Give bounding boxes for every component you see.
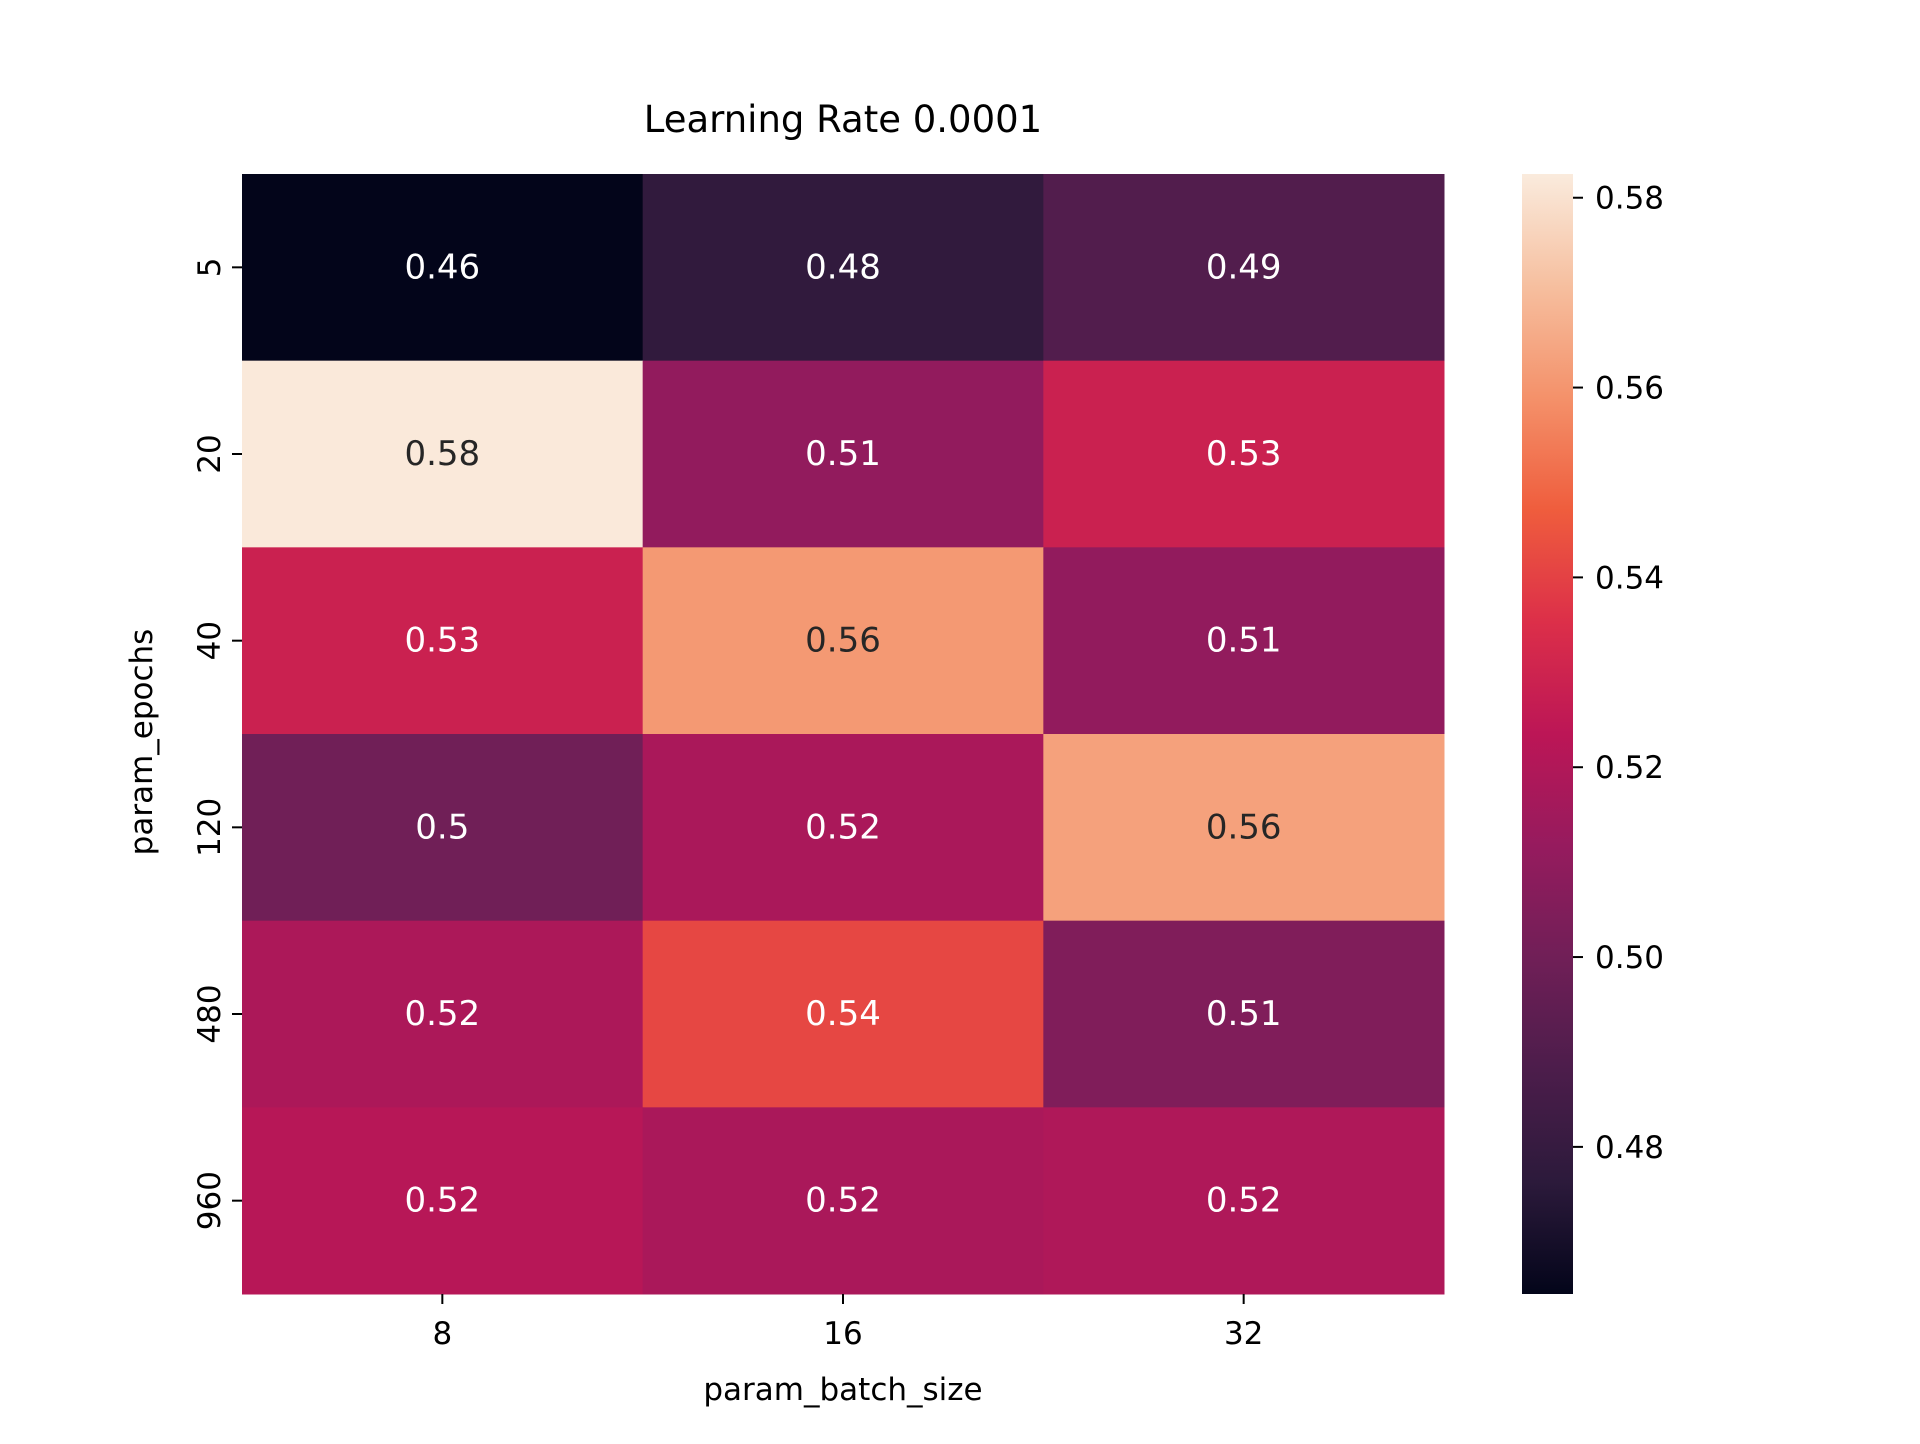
cell-value-label: 0.52 [805,1181,881,1221]
heatmap-cell [242,1107,644,1295]
heatmap-cell [642,1107,1044,1295]
chart-title: Learning Rate 0.0001 [644,98,1042,141]
heatmap-cell [242,547,644,735]
x-tick-label: 8 [432,1316,452,1352]
cell-value-label: 0.52 [1206,1181,1282,1221]
cell-value-label: 0.49 [1206,247,1282,287]
y-axis: 5 20 40 120 480 960 [192,257,242,1230]
cell-value-label: 0.58 [404,434,480,474]
heatmap-cell [1043,1107,1445,1295]
colorbar-gradient [1522,174,1573,1294]
y-tick-label: 960 [192,1171,228,1230]
y-tick-label: 5 [192,257,228,277]
heatmap-cell [242,360,644,548]
heatmap-cell [1043,360,1445,548]
y-tick-label: 480 [192,984,228,1043]
cell-value-label: 0.48 [805,247,881,287]
y-tick-label: 40 [192,621,228,660]
heatmap-cell [1043,174,1445,362]
cell-value-label: 0.56 [1206,807,1282,847]
y-tick-label: 120 [192,798,228,857]
colorbar-tick-label: 0.52 [1595,750,1664,786]
colorbar-tick-label: 0.56 [1595,371,1664,407]
x-tick-label: 16 [823,1316,862,1352]
heatmap-cell [642,734,1044,922]
cell-value-label: 0.54 [805,994,881,1034]
cell-value-label: 0.5 [415,807,469,847]
cell-value-label: 0.53 [404,621,480,661]
colorbar-tick-label: 0.48 [1595,1130,1664,1166]
x-axis: 8 16 32 [432,1294,1263,1352]
heatmap-cell [642,360,1044,548]
colorbar-tick-label: 0.54 [1595,560,1664,596]
cell-value-label: 0.52 [404,1181,480,1221]
heatmap-cell [242,920,644,1108]
heatmap-cells: 0.46 0.48 0.49 0.58 0.51 0.53 0.53 0.56 0.51 0.5 0… [242,174,1445,1295]
heatmap-cell [242,174,644,362]
cell-value-label: 0.53 [1206,434,1282,474]
y-axis-label: param_epochs [124,629,160,856]
heatmap-cell [1043,547,1445,735]
heatmap-cell [642,920,1044,1108]
cell-value-label: 0.52 [805,807,881,847]
colorbar-tick-label: 0.50 [1595,940,1664,976]
cell-value-label: 0.51 [1206,621,1282,661]
heatmap-cell [242,734,644,922]
heatmap-cell [642,547,1044,735]
x-axis-label: param_batch_size [703,1372,982,1408]
cell-value-label: 0.56 [805,621,881,661]
heatmap-cell [1043,734,1445,922]
cell-value-label: 0.51 [805,434,881,474]
x-tick-label: 32 [1224,1316,1263,1352]
cell-value-label: 0.46 [404,247,480,287]
heatmap-cell [642,174,1044,362]
colorbar-tick-label: 0.58 [1595,181,1664,217]
cell-value-label: 0.52 [404,994,480,1034]
heatmap-cell [1043,920,1445,1108]
colorbar: 0.48 0.50 0.52 0.54 0.56 0.58 [1522,174,1664,1294]
cell-value-label: 0.51 [1206,994,1282,1034]
y-tick-label: 20 [192,434,228,473]
